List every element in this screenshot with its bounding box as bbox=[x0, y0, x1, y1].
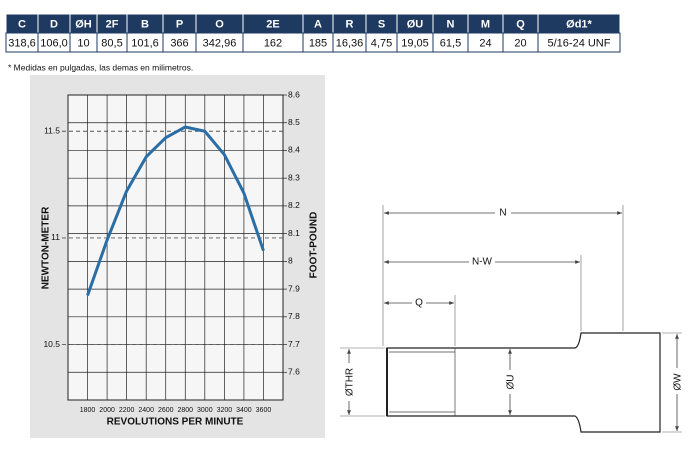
y-tick-label: 10.5 bbox=[43, 339, 60, 349]
label-gap bbox=[495, 206, 511, 220]
cell-text: 318,6 bbox=[8, 37, 36, 49]
cell-text: 4,75 bbox=[371, 37, 392, 49]
header-text: P bbox=[176, 18, 183, 30]
header-text: 2F bbox=[106, 18, 119, 30]
header-text: S bbox=[378, 18, 385, 30]
y-tick-label: 11.5 bbox=[44, 126, 60, 136]
label-gap bbox=[469, 255, 495, 269]
y-tick-label: 11 bbox=[51, 232, 60, 242]
y-axis-title: NEWTON-METER bbox=[41, 206, 52, 289]
header-text: Ød1* bbox=[566, 18, 592, 30]
y2-tick-label: 8.6 bbox=[288, 89, 300, 99]
dim-label: ØTHR bbox=[345, 368, 356, 396]
label-gap bbox=[342, 363, 356, 401]
x-tick-label: 2600 bbox=[158, 407, 174, 414]
x-tick-label: 2000 bbox=[99, 407, 115, 414]
cell-text: 366 bbox=[170, 37, 188, 49]
label-gap bbox=[503, 370, 517, 394]
cell-text: 162 bbox=[264, 37, 282, 49]
shaft bbox=[386, 332, 661, 433]
cell-text: 106,0 bbox=[40, 37, 68, 49]
x-tick-label: 3200 bbox=[217, 407, 233, 414]
diagram: N N-W Q ØTHR ØU ØW bbox=[340, 205, 684, 433]
header-text: O bbox=[215, 18, 224, 30]
x-tick-label: 2800 bbox=[177, 407, 193, 414]
header-text: A bbox=[314, 18, 322, 30]
y2-tick-label: 8 bbox=[288, 256, 293, 266]
extension-lines bbox=[340, 205, 682, 433]
y2-tick-label: 8.2 bbox=[288, 200, 300, 210]
y2-tick-label: 7.7 bbox=[288, 339, 300, 349]
series-line bbox=[86, 125, 265, 296]
header-text: R bbox=[346, 18, 354, 30]
label-gap bbox=[670, 368, 684, 394]
cell-text: 342,96 bbox=[203, 37, 237, 49]
dim-label: ØU bbox=[506, 375, 517, 390]
header-text: ØH bbox=[75, 18, 92, 30]
header-text: N bbox=[447, 18, 455, 30]
y2-tick-label: 7.8 bbox=[288, 311, 300, 321]
dim-label: N bbox=[499, 208, 506, 219]
cell-text: 185 bbox=[309, 37, 327, 49]
header-text: 2E bbox=[266, 18, 279, 30]
x-tick-label: 1800 bbox=[80, 407, 96, 414]
y2-tick-label: 8.1 bbox=[288, 228, 300, 238]
cell-text: 61,5 bbox=[440, 37, 461, 49]
cell-text: 80,5 bbox=[101, 37, 122, 49]
header-text: Q bbox=[516, 18, 525, 30]
cell-text: 19,05 bbox=[401, 37, 429, 49]
dim-label: N-W bbox=[472, 257, 493, 268]
y2-tick-label: 8.3 bbox=[288, 172, 300, 182]
x-axis-title: REVOLUTIONS PER MINUTE bbox=[107, 417, 244, 428]
spec-table: C 318,6 D 106,0 ØH 10 2F 80,5 B 101,6 P 366 O 342,96 2… bbox=[5, 13, 621, 53]
cell-text: 16,36 bbox=[336, 37, 364, 49]
cell bbox=[537, 32, 621, 53]
dim-label: Q bbox=[415, 298, 423, 309]
y2-axis-title: FOOT-POUND bbox=[309, 212, 320, 279]
cell-text: 24 bbox=[479, 37, 491, 49]
header-text: ØU bbox=[407, 18, 424, 30]
x-tick-label: 2400 bbox=[138, 407, 154, 414]
x-tick-label: 3000 bbox=[197, 407, 213, 414]
y2-tick-label: 7.9 bbox=[288, 283, 300, 293]
plot-area bbox=[67, 94, 284, 401]
header-text: B bbox=[141, 18, 149, 30]
header-text: M bbox=[481, 18, 490, 30]
x-tick-label: 3400 bbox=[236, 407, 252, 414]
dim-label: ØW bbox=[673, 373, 684, 391]
cell-text: 20 bbox=[514, 37, 526, 49]
cell-text: 10 bbox=[77, 37, 89, 49]
header-text: C bbox=[18, 18, 26, 30]
label-gap bbox=[412, 296, 426, 310]
x-tick-label: 2200 bbox=[119, 407, 135, 414]
y2-tick-label: 8.4 bbox=[288, 145, 300, 155]
x-tick-label: 3600 bbox=[256, 407, 272, 414]
y2-tick-label: 8.5 bbox=[288, 117, 300, 127]
y2-tick-label: 7.6 bbox=[288, 367, 300, 377]
header-text: D bbox=[50, 18, 58, 30]
cell-text: 5/16-24 UNF bbox=[548, 37, 611, 49]
cell-text: 101,6 bbox=[131, 37, 159, 49]
chart: NEWTON-METER FOOT-POUND REVOLUTIONS PER … bbox=[30, 75, 325, 438]
note: * Medidas en pulgadas, las demas en mili… bbox=[8, 62, 193, 72]
